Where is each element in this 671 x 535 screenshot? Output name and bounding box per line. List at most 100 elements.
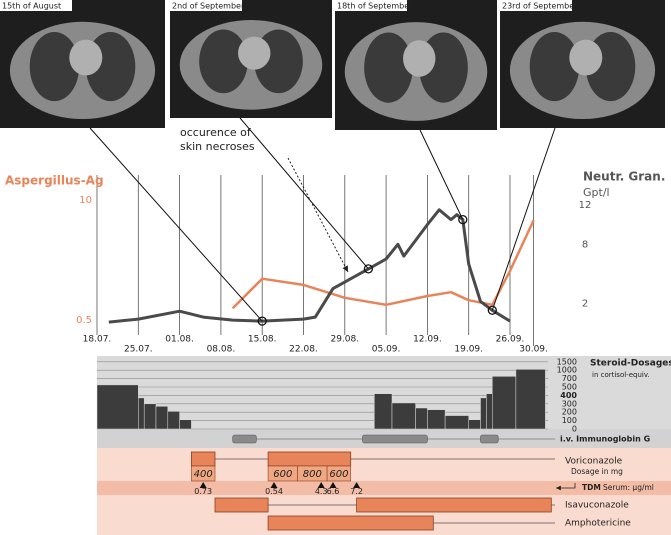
steroid-bar [486, 393, 493, 430]
ct-lung [529, 31, 580, 102]
marker-circle [487, 305, 497, 315]
steroid-bar [444, 415, 469, 430]
isavuconazole-period [356, 497, 552, 513]
steroid-bar [415, 407, 428, 430]
x-tick-label: 22.08. [289, 345, 318, 355]
x-tick-label: 30.09. [519, 345, 548, 355]
connector-line [419, 129, 464, 220]
y-tick-label: 10 [79, 195, 92, 206]
tdm-value: 4.3 [315, 487, 328, 496]
image-label-bg [0, 0, 72, 11]
isavuconazole-label: Isavuconazole [565, 501, 629, 511]
steroid-bar [96, 384, 139, 430]
x-tick-label: 01.08. [165, 335, 194, 345]
amphotericine-period [267, 515, 434, 531]
x-tick-label: 05.09. [372, 345, 401, 355]
immunoglobin-period [362, 434, 428, 444]
tdm-marker [199, 482, 207, 488]
steroid-tick-label: 400 [560, 391, 577, 400]
marker-circle [458, 214, 468, 225]
steroid-bar [155, 406, 169, 430]
image-label-bg [170, 0, 242, 11]
dose-label: 600 [329, 469, 348, 480]
tdm-marker [329, 482, 337, 488]
steroid-bar [492, 376, 517, 430]
ct-heart [569, 39, 603, 76]
voriconazole-sublabel: Dosage in mg [571, 467, 623, 476]
steroid-bar [167, 411, 180, 430]
steroid-subtitle: in cortisol-equiv. [592, 371, 650, 379]
steroid-bar [138, 397, 145, 430]
dose-box [191, 465, 216, 482]
voriconazole-period [267, 451, 352, 467]
tdm-marker [270, 482, 278, 488]
image-label: 18th of September [337, 2, 413, 11]
amphotericine-label: Amphotericine [565, 519, 631, 529]
immunoglobin-label: i.v. Immunoglobin G [560, 435, 650, 444]
x-tick-label: 18.07. [83, 335, 112, 345]
isavuconazole-period [214, 497, 269, 513]
x-tick-label: 25.07. [124, 345, 153, 355]
steroid-tick-label: 700 [562, 374, 577, 383]
y-tick-label: 0.5 [76, 315, 92, 326]
tdm-arrow [556, 483, 576, 491]
x-tick-label: 08.08. [207, 345, 236, 355]
image-label-bg [335, 0, 407, 11]
steroid-title: Steroid-Dosages [590, 359, 671, 369]
tdm-value: 7.2 [350, 487, 363, 496]
tdm-value: 0.54 [265, 487, 283, 496]
x-tick-label: 29.08. [330, 335, 359, 345]
annotation-arrow [287, 157, 349, 273]
series-line [231, 219, 535, 310]
y2-tick-label: 2 [582, 298, 588, 309]
ct-heart [238, 36, 271, 70]
connector-line [89, 127, 263, 322]
dose-box [326, 465, 352, 482]
y2-axis-unit: Gpt/l [583, 186, 610, 199]
steroid-tick-label: 200 [562, 408, 577, 417]
steroid-tick-label: 0 [572, 425, 577, 434]
dose-label: 400 [194, 469, 213, 480]
dose-label: 800 [303, 469, 322, 480]
voriconazole-period [190, 451, 216, 467]
steroid-bar [179, 419, 192, 430]
steroid-bar [374, 393, 393, 430]
y2-axis-title: Neutr. Gran. [583, 170, 665, 184]
image-label: 2nd of September [172, 2, 245, 11]
ct-lung [199, 29, 248, 94]
immunoglobin-period [480, 434, 499, 444]
x-tick-label: 26.09. [496, 335, 525, 345]
tdm-marker [353, 482, 361, 488]
steroid-bar [143, 403, 157, 430]
steroid-bar [468, 419, 481, 430]
dose-label: 600 [273, 469, 292, 480]
ct-heart [403, 40, 436, 77]
x-tick-label: 19.09. [454, 345, 483, 355]
steroid-bar [480, 397, 487, 430]
series-line [108, 208, 511, 324]
annotation: skin necroses [180, 140, 255, 153]
image-label: 23rd of September [502, 2, 578, 11]
steroid-bar [515, 369, 546, 430]
tdm-label: TDM [582, 483, 601, 492]
voriconazole-label: Voriconazole [565, 457, 623, 467]
tdm-marker [317, 482, 325, 488]
annotation: occurence of [180, 126, 252, 139]
marker-circle [257, 316, 267, 326]
immunoglobin-period [232, 434, 257, 444]
x-tick-label: 15.08. [248, 335, 277, 345]
connector-line [239, 117, 369, 270]
y-axis-title: Aspergillus-Ag [5, 174, 104, 188]
tdm-sublabel: Serum: µg/ml [603, 483, 654, 492]
marker-circle [363, 264, 374, 274]
steroid-tick-label: 1000 [557, 366, 577, 375]
steroid-tick-label: 300 [562, 399, 577, 408]
y2-tick-label: 12 [579, 200, 592, 211]
tdm-value: 0.73 [194, 487, 212, 496]
tdm-value: 6.6 [327, 487, 340, 496]
steroid-bar [391, 402, 416, 430]
steroid-tick-label: 1500 [557, 357, 577, 366]
tdm-band [97, 481, 671, 495]
